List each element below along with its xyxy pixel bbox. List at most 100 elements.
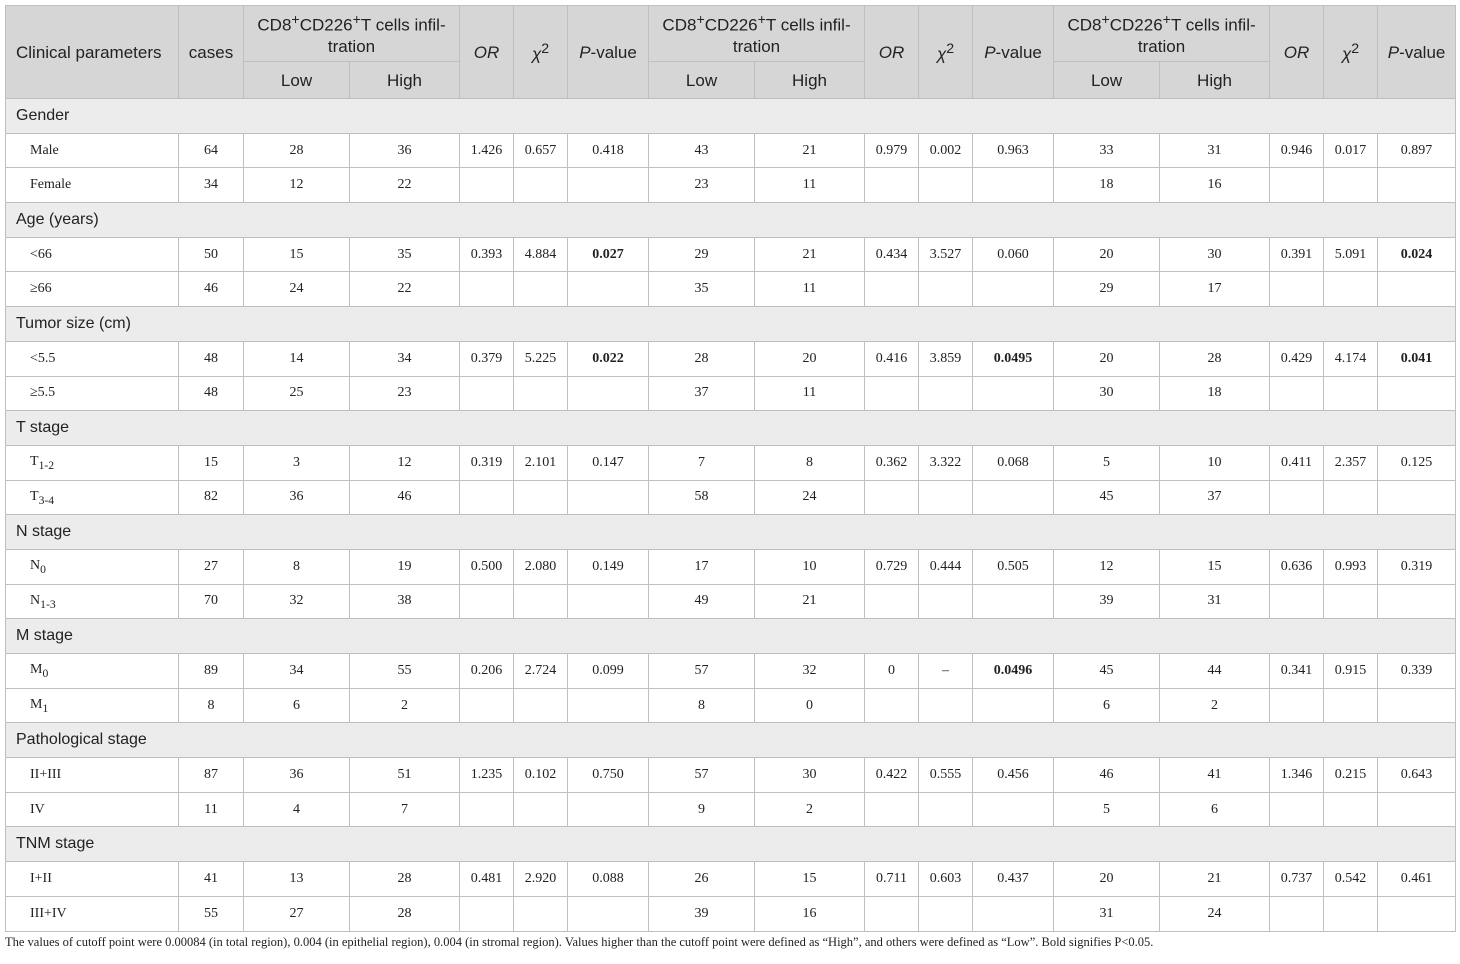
table-cell: 9: [648, 791, 756, 828]
parameter-label: M1: [5, 687, 179, 724]
table-cell: 6: [1159, 791, 1271, 828]
table-cell: 2.724: [513, 653, 569, 689]
table-cell: 34: [348, 340, 461, 377]
table-cell: 27: [178, 548, 244, 585]
table-cell: 14: [243, 340, 350, 377]
table-cell: 0.411: [1269, 444, 1325, 481]
table-cell: 0.041: [1377, 340, 1457, 377]
table-cell: [1377, 687, 1457, 724]
table-cell: 0.542: [1323, 861, 1379, 897]
table-cell: 45: [1053, 479, 1161, 516]
table-cell: 48: [178, 375, 244, 412]
table-cell: 36: [243, 757, 350, 793]
table-cell: [1323, 271, 1379, 308]
table-cell: 0.017: [1323, 132, 1379, 169]
parameter-label: Female: [5, 167, 179, 204]
table-cell: 1.426: [459, 132, 515, 169]
table-cell: 31: [1053, 895, 1161, 932]
table-cell: 21: [754, 236, 866, 273]
table-cell: 8: [648, 687, 756, 724]
table-cell: 17: [648, 548, 756, 585]
table-cell: 23: [648, 167, 756, 204]
table-cell: [1269, 375, 1325, 412]
table-cell: [513, 583, 569, 620]
parameter-label: M0: [5, 653, 179, 689]
table-cell: 15: [1159, 548, 1271, 585]
table-cell: [1377, 167, 1457, 204]
group-header-row: TNM stage: [4, 826, 1457, 863]
table-row: M0 89 34 55 0.206 2.724 0.099 57 32 0–0.0496 45 44 0…: [5, 653, 1457, 689]
table-cell: 0.963: [972, 132, 1055, 169]
table-cell: 1.346: [1269, 757, 1325, 793]
table-cell: 0.391: [1269, 236, 1325, 273]
table-cell: [513, 687, 569, 724]
table-cell: 0.125: [1377, 444, 1457, 481]
parameter-label: T1-2: [5, 444, 179, 481]
table-cell: 31: [1159, 132, 1271, 169]
table-cell: 13: [243, 861, 350, 897]
table-cell: 41: [1159, 757, 1271, 793]
header-low: Low: [648, 61, 756, 99]
header-low: Low: [1053, 61, 1161, 99]
table-cell: 82: [178, 479, 244, 516]
group-header-row: Gender: [4, 98, 1457, 134]
table-cell: 4.174: [1323, 340, 1379, 377]
parameter-label: N0: [5, 548, 179, 585]
table-cell: 0.0495: [972, 340, 1055, 377]
table-cell: [1323, 479, 1379, 516]
table-cell: 21: [754, 583, 866, 620]
table-cell: 37: [1159, 479, 1271, 516]
table-cell: [567, 895, 650, 932]
table-cell: [567, 271, 650, 308]
table-cell: 39: [1053, 583, 1161, 620]
table-cell: 12: [243, 167, 350, 204]
table-cell: 31: [1159, 583, 1271, 620]
table-cell: 2.101: [513, 444, 569, 481]
table-cell: 11: [754, 375, 866, 412]
table-cell: 15: [754, 861, 866, 897]
table-cell: 34: [178, 167, 244, 204]
table-cell: [1269, 271, 1325, 308]
table-cell: 28: [648, 340, 756, 377]
table-row: IV 11 4 7 9 2 5 6: [5, 791, 1457, 828]
table-cell: 2.357: [1323, 444, 1379, 481]
group-header-row: Tumor size (cm): [4, 306, 1457, 342]
table-cell: 11: [178, 791, 244, 828]
table-cell: [1323, 895, 1379, 932]
table-cell: 0.206: [459, 653, 515, 689]
table-row: Female 34 12 22 23 11 18 16: [5, 167, 1457, 204]
parameter-label: <5.5: [5, 340, 179, 377]
table-row: III+IV 55 27 28 39 16 31 24: [5, 895, 1457, 932]
table-cell: [459, 687, 515, 724]
table-cell: [1377, 375, 1457, 412]
table-cell: 55: [178, 895, 244, 932]
table-cell: 28: [348, 895, 461, 932]
table-cell: 0.319: [1377, 548, 1457, 585]
table-cell: [1323, 687, 1379, 724]
table-cell: 2.920: [513, 861, 569, 897]
table-cell: 0.215: [1323, 757, 1379, 793]
table-cell: 35: [348, 236, 461, 273]
table-cell: 34: [243, 653, 350, 689]
table-cell: [1269, 791, 1325, 828]
table-cell: 10: [754, 548, 866, 585]
table-cell: 22: [348, 167, 461, 204]
group-header-row: Age (years): [4, 202, 1457, 238]
table-cell: [864, 583, 920, 620]
table-row: <66 50 15 35 0.393 4.884 0.027 29 21 0.434 3.527 0.…: [5, 236, 1457, 273]
table-cell: 0.643: [1377, 757, 1457, 793]
table-cell: [513, 167, 569, 204]
table-cell: 0.422: [864, 757, 920, 793]
table-cell: 22: [348, 271, 461, 308]
table-cell: 0.099: [567, 653, 650, 689]
table-cell: 30: [754, 757, 866, 793]
group-header-row: T stage: [4, 410, 1457, 446]
table-cell: 0.737: [1269, 861, 1325, 897]
table-cell: 0.461: [1377, 861, 1457, 897]
table-cell: 41: [178, 861, 244, 897]
table-cell: [567, 167, 650, 204]
table-cell: 45: [1053, 653, 1161, 689]
header-chi-square: χ2: [918, 5, 974, 99]
table-cell: 0.362: [864, 444, 920, 481]
table-cell: 7: [348, 791, 461, 828]
